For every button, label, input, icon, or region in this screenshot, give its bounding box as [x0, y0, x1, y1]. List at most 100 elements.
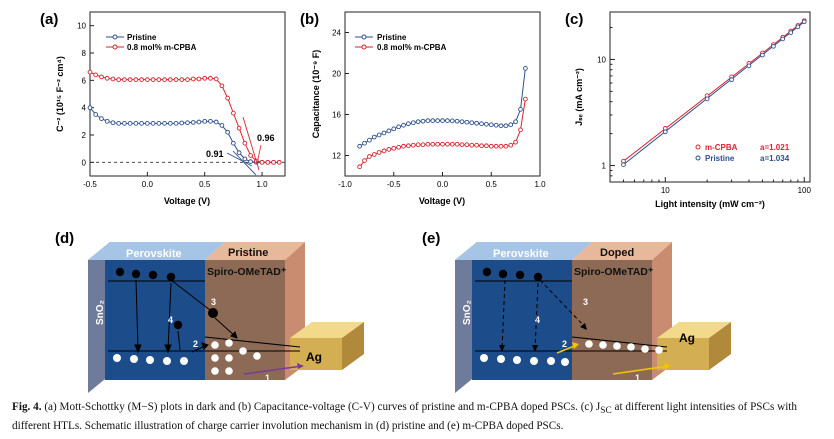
y-tick-label: 0	[82, 158, 87, 167]
figure-caption: Fig. 4. (a) Mott-Schottky (M−S) plots in…	[12, 400, 827, 434]
data-point	[156, 77, 162, 82]
data-point	[401, 143, 406, 149]
data-point	[513, 139, 518, 145]
htl-level	[204, 336, 301, 348]
xlabel-a: Voltage (V)	[164, 196, 210, 206]
data-point	[523, 66, 528, 71]
plot-frame-b	[344, 11, 541, 177]
data-point	[440, 141, 445, 147]
x-tick-label: 0.5	[486, 180, 498, 189]
perovskite-front	[105, 260, 205, 380]
data-point	[746, 63, 752, 69]
legend-label-pristine-c: Pristine	[705, 154, 735, 163]
plot-frame-c	[609, 11, 811, 183]
data-point	[145, 77, 150, 82]
schematic-d: (d) Perovskite Pristine Spiro-OMeTAD⁺ Sn…	[55, 230, 364, 393]
path-2-label: 2	[562, 339, 567, 349]
data-point	[133, 121, 139, 126]
data-point	[236, 150, 242, 156]
data-point	[469, 142, 475, 148]
x-tick-label: 1.0	[256, 180, 268, 189]
htl-front	[572, 260, 652, 380]
data-point	[87, 69, 93, 75]
ylabel-c: Jₛₑ (mA cm⁻²)	[574, 68, 584, 126]
data-point	[488, 122, 494, 128]
data-point	[518, 107, 523, 112]
data-point	[449, 141, 455, 147]
data-point	[440, 118, 445, 123]
data-point	[122, 77, 127, 82]
series-line	[89, 71, 280, 163]
fit-line	[623, 20, 805, 162]
y-tick-label: 4	[82, 104, 87, 113]
ag-side	[342, 322, 364, 370]
series-group-b	[357, 66, 528, 170]
data-point	[503, 123, 509, 129]
data-point	[508, 142, 514, 148]
y-tick-label: 8	[82, 49, 87, 58]
x-tick-label: -0.5	[83, 180, 97, 189]
caption-label: Fig. 4.	[12, 401, 42, 413]
ag-electrode	[290, 322, 364, 338]
arrow-096	[256, 144, 262, 165]
x-tick-label: 0.0	[437, 180, 449, 189]
htl-label: Spiro-OMeTAD⁺	[574, 266, 654, 278]
data-point	[415, 119, 421, 125]
data-point	[196, 119, 202, 125]
data-point	[513, 119, 518, 125]
data-point	[459, 119, 465, 125]
y-tick-label: 10	[77, 22, 86, 31]
legend-fit-pristine-c: a=1.034	[760, 154, 790, 163]
data-point	[396, 144, 401, 150]
data-point	[231, 140, 236, 146]
data-point	[381, 130, 387, 136]
data-point	[225, 129, 230, 135]
y-tick-label: 1	[602, 162, 607, 171]
x-ticks-c: 10 100	[622, 177, 811, 195]
series-line	[89, 107, 280, 163]
data-point	[760, 52, 765, 58]
data-point	[381, 148, 387, 154]
data-point	[493, 122, 499, 128]
data-point	[498, 143, 504, 149]
data-point	[771, 43, 776, 49]
data-point	[150, 77, 156, 82]
data-point	[406, 143, 411, 149]
htl-title-label: Doped	[600, 247, 634, 259]
panel-b: (b) -1.0 -0.5 0.0 0.5 1.0 12 16 20 24 Pristine …	[300, 11, 546, 206]
annotation-091: 0.91	[206, 149, 224, 159]
ag-side	[709, 322, 731, 370]
data-point	[242, 140, 248, 146]
y-tick-label: 6	[82, 76, 87, 85]
perovskite-label: Perovskite	[493, 248, 549, 260]
data-point	[139, 77, 144, 82]
ylabel-b: Capacitance (10⁻⁹ F)	[311, 50, 321, 139]
data-point	[116, 121, 122, 126]
data-point	[276, 159, 282, 165]
legend-label-doped-b: 0.8 mol% m-CPBA	[377, 43, 447, 52]
sno2-label: SnO₂	[462, 300, 473, 325]
legend-label-doped-a: 0.8 mol% m-CPBA	[127, 43, 197, 52]
y-tick-label: 2	[82, 131, 87, 140]
data-point	[406, 121, 411, 127]
data-point	[662, 129, 668, 135]
data-point	[185, 120, 190, 126]
data-point	[219, 123, 225, 128]
arrow-091	[226, 152, 253, 167]
data-point	[259, 159, 265, 165]
legend-a: Pristine 0.8 mol% m-CPBA	[106, 33, 197, 52]
data-point	[202, 118, 208, 124]
data-point	[479, 121, 484, 127]
data-point	[469, 120, 475, 126]
data-point	[116, 77, 122, 82]
htl-top	[572, 242, 672, 260]
transport-arrows-dashed	[501, 279, 586, 351]
data-point	[449, 118, 455, 124]
panel-label-a: (a)	[40, 11, 58, 28]
data-point	[484, 121, 489, 127]
holes	[113, 339, 261, 375]
data-point	[271, 159, 276, 165]
y-tick-label: 20	[332, 70, 341, 79]
arrow-path-1-head	[297, 363, 304, 369]
path-1-label: 1	[265, 373, 270, 383]
